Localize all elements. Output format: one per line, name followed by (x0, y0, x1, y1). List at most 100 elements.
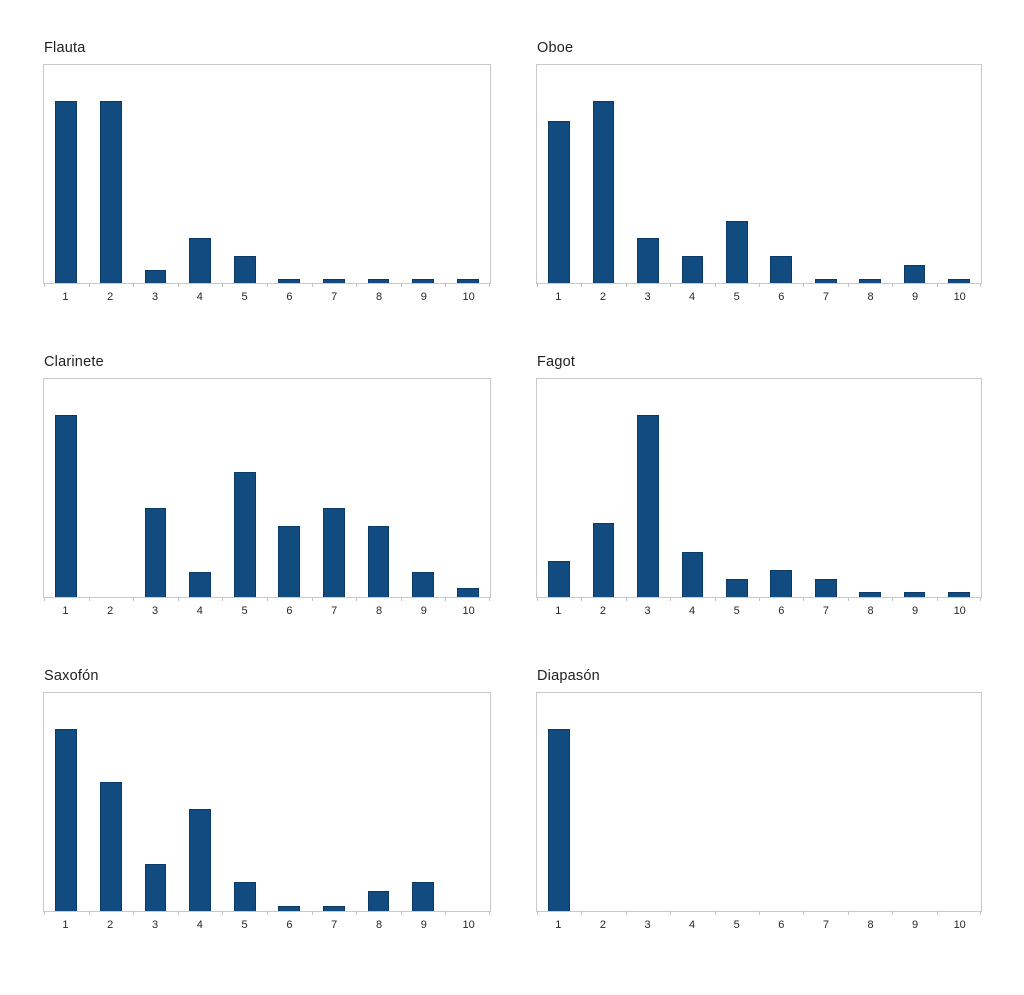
bar-harmonic-2 (592, 101, 615, 283)
bar-harmonic-7 (814, 578, 837, 597)
axis-tick (489, 911, 490, 915)
bar-slot (356, 65, 401, 283)
bar-harmonic-6 (770, 255, 793, 283)
axis-tick (400, 911, 402, 915)
axis-tick (980, 911, 981, 915)
axis-tick (714, 911, 716, 915)
bar-slot (267, 693, 312, 911)
chart-title: Diapasón (537, 668, 600, 684)
bar-harmonic-5 (233, 471, 256, 597)
bar-slot (803, 379, 847, 597)
bar-harmonic-2 (99, 782, 122, 911)
bar-harmonic-9 (412, 881, 434, 911)
x-tick-label: 9 (420, 291, 427, 303)
chart-panel-flauta: Flauta 1 2 3 4 5 6 7 8 9 10 (43, 40, 491, 307)
x-tick-label: 10 (953, 291, 966, 303)
x-tick-label: 1 (62, 291, 69, 303)
bar-harmonic-1 (55, 729, 78, 911)
chart-panel-fagot: Fagot 1 2 3 4 5 6 7 8 9 10 (536, 354, 982, 621)
x-tick-label: 8 (867, 291, 874, 303)
axis-tick (581, 911, 583, 915)
axis-tick (803, 597, 805, 601)
axis-tick (537, 911, 538, 915)
x-tick-label: 5 (241, 605, 248, 617)
x-tick-label: 5 (241, 291, 248, 303)
x-tick-label: 4 (196, 919, 203, 931)
axis-tick (356, 911, 358, 915)
plot-area (536, 378, 982, 601)
bar-harmonic-3 (144, 507, 167, 597)
axis-tick (445, 597, 447, 601)
bar-slot (178, 379, 223, 597)
bar-slot (356, 379, 401, 597)
bar-slot (44, 693, 89, 911)
bar-slot (445, 379, 490, 597)
bar-harmonic-9 (412, 279, 434, 283)
x-tick-label: 1 (62, 605, 69, 617)
bar-harmonic-10 (947, 279, 970, 283)
bar-harmonic-4 (681, 551, 704, 597)
axis-tick (625, 911, 627, 915)
axis-tick (936, 597, 938, 601)
bar-harmonic-1 (548, 729, 571, 911)
plot-area (43, 64, 491, 287)
axis-tick (177, 283, 179, 287)
axis-tick (445, 911, 447, 915)
chart-panel-saxofón: Saxofón 1 2 3 4 5 6 7 8 9 10 (43, 668, 491, 935)
x-tick-label: 4 (689, 291, 696, 303)
axis-tick (581, 597, 583, 601)
x-tick-label: 1 (555, 291, 562, 303)
x-tick-label: 7 (822, 919, 829, 931)
axis-tick (847, 911, 849, 915)
x-axis-labels: 1 2 3 4 5 6 7 8 9 10 (43, 913, 491, 935)
bar-slot (537, 693, 581, 911)
x-tick-label: 10 (462, 291, 475, 303)
x-tick-label: 1 (555, 919, 562, 931)
bar-slot (626, 379, 670, 597)
axis-tick (44, 597, 45, 601)
bar-slot (267, 379, 312, 597)
bar-slot (670, 65, 714, 283)
bar-harmonic-6 (278, 279, 301, 283)
axis-tick (177, 911, 179, 915)
axis-tick (311, 283, 313, 287)
x-tick-label: 9 (420, 605, 427, 617)
axis-tick (133, 283, 135, 287)
bar-harmonic-10 (947, 591, 970, 597)
x-tick-label: 7 (822, 291, 829, 303)
bar-slot (222, 65, 267, 283)
chart-title: Saxofón (44, 668, 99, 684)
bar-slot (848, 379, 892, 597)
bar-harmonic-8 (859, 279, 881, 283)
axis-tick (714, 283, 716, 287)
bar-slot (715, 379, 759, 597)
bar-slot (537, 379, 581, 597)
bar-slot (892, 379, 936, 597)
x-tick-label: 8 (375, 605, 383, 617)
axis-tick (44, 911, 45, 915)
bar-slot (44, 65, 89, 283)
bar-slot (581, 65, 625, 283)
axis-tick (267, 911, 268, 915)
bar-harmonic-6 (770, 569, 793, 597)
bar-slot (312, 379, 357, 597)
x-axis-labels: 1 2 3 4 5 6 7 8 9 10 (43, 599, 491, 621)
bar-harmonic-6 (278, 526, 301, 597)
x-axis-labels: 1 2 3 4 5 6 7 8 9 10 (536, 913, 982, 935)
bar-slot (401, 65, 446, 283)
axis-tick (847, 597, 849, 601)
axis-tick (581, 283, 583, 287)
axis-tick (356, 597, 358, 601)
x-tick-label: 2 (599, 605, 606, 617)
bar-slot (133, 379, 178, 597)
x-tick-label: 3 (151, 605, 159, 617)
axis-tick (400, 597, 402, 601)
bar-slot (715, 65, 759, 283)
x-tick-label: 1 (555, 605, 562, 617)
bar-slot (848, 693, 892, 911)
chart-panel-clarinete: Clarinete 1 2 3 4 5 6 7 8 9 10 (43, 354, 491, 621)
axis-tick (936, 283, 938, 287)
bar-harmonic-10 (456, 279, 479, 283)
chart-panel-oboe: Oboe 1 2 3 4 5 6 7 8 9 10 (536, 40, 982, 307)
bar-slot (133, 65, 178, 283)
